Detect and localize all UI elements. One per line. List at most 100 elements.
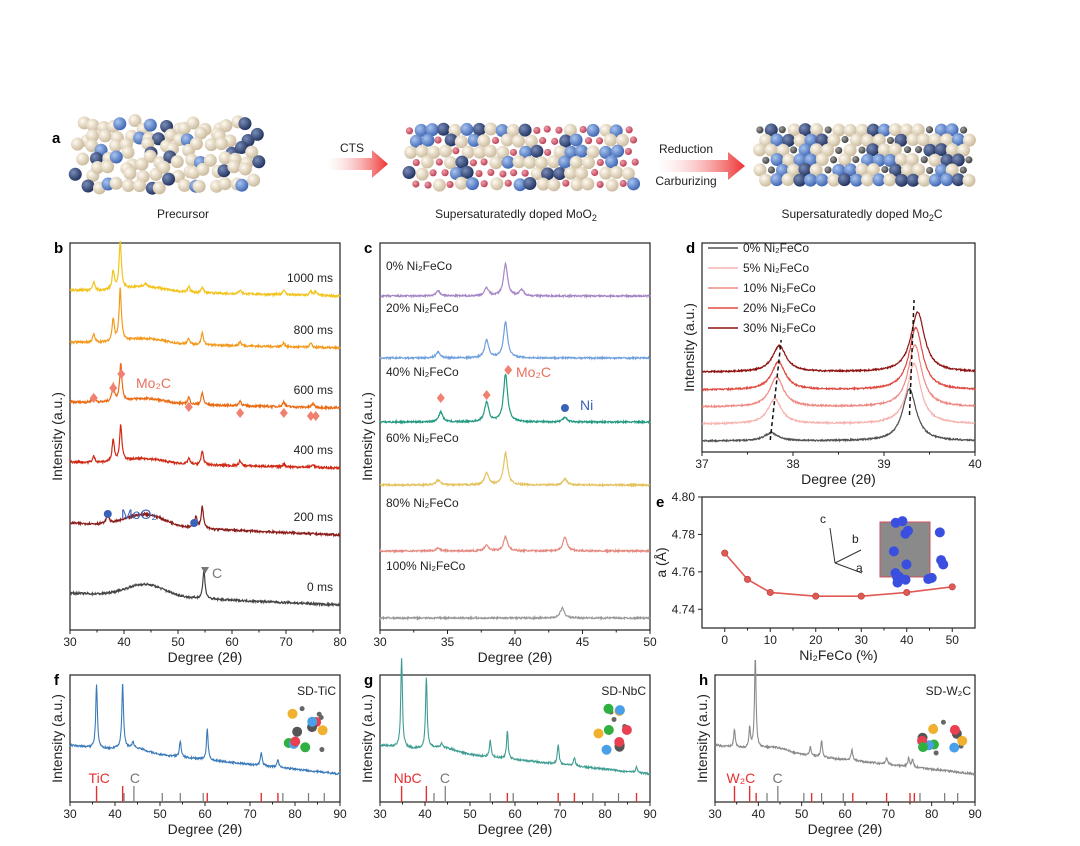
crystal-atom-icon <box>317 725 328 736</box>
atom-sphere <box>793 153 807 167</box>
x-tick-label: 70 <box>553 807 567 821</box>
diamond-marker-icon <box>109 383 118 393</box>
y-axis-label: a (Å) <box>653 547 669 577</box>
crystal-atom-icon <box>601 744 612 755</box>
atom-sphere <box>123 166 137 180</box>
atom-sphere <box>135 157 149 171</box>
panel-label-h: h <box>699 672 708 689</box>
crystal-atom-icon <box>290 736 301 747</box>
atom-sphere <box>432 178 446 192</box>
atom-sphere <box>427 145 441 159</box>
x-axis-label: Degree (2θ) <box>478 649 553 665</box>
x-tick-label: 40 <box>418 807 432 821</box>
atom-sphere <box>483 144 497 158</box>
atom-sphere <box>861 173 875 187</box>
atom-sphere <box>945 163 959 177</box>
atom-sphere <box>945 123 959 137</box>
atom-sphere <box>487 168 495 176</box>
atom-sphere <box>196 162 210 176</box>
moo2-illustration <box>402 122 641 192</box>
atom-sphere <box>793 173 807 187</box>
atom-sphere <box>603 133 617 147</box>
atom-sphere <box>480 158 488 166</box>
atom-sphere <box>412 158 420 167</box>
legend-entry: 30% Ni₂FeCo <box>743 321 816 335</box>
x-tick-label: 80 <box>333 635 347 649</box>
atom-sphere <box>959 166 967 174</box>
crystal-atom-icon <box>603 725 614 736</box>
atom-sphere <box>605 178 619 192</box>
atom-sphere <box>595 137 604 145</box>
trace-1 <box>379 320 651 361</box>
x-tick-label: 90 <box>333 807 347 821</box>
atom-sphere <box>109 139 123 153</box>
atom-sphere <box>518 123 532 137</box>
atom-sphere <box>218 177 232 191</box>
atom-sphere <box>579 125 587 134</box>
reference-label-primary: NbC <box>394 770 422 786</box>
c-axis-arrow-icon <box>829 527 836 564</box>
atom-sphere <box>555 126 563 134</box>
atom-sphere <box>523 155 537 169</box>
diamond-marker-icon <box>89 393 98 403</box>
data-point <box>903 588 911 596</box>
atom-sphere <box>770 173 784 187</box>
atom-sphere <box>543 125 551 133</box>
atom-sphere <box>504 179 512 187</box>
moo2-caption-text: Supersaturatedly doped MoO <box>435 207 592 221</box>
atom-sphere <box>917 133 931 147</box>
atom-sphere <box>829 156 838 164</box>
atom-sphere <box>217 164 231 178</box>
atom-sphere <box>940 173 954 187</box>
atom-sphere <box>940 133 954 147</box>
atom-sphere <box>547 178 561 192</box>
data-point <box>812 592 820 600</box>
sample-title: SD-NbC <box>601 684 646 698</box>
atom-sphere <box>513 178 527 192</box>
atom-sphere <box>827 173 841 187</box>
atom-sphere <box>940 153 954 167</box>
x-tick-label: 40 <box>117 635 131 649</box>
atom-sphere <box>444 133 458 147</box>
atom-sphere <box>798 163 812 177</box>
peak-shift-guide <box>908 299 915 416</box>
atom-sphere <box>553 145 567 159</box>
y-axis-label: Intensity (a.u.) <box>359 392 375 481</box>
trace-label: 600 ms <box>294 383 333 397</box>
atom-sphere <box>619 159 627 167</box>
atom-sphere <box>610 165 624 179</box>
atom-sphere <box>113 117 127 131</box>
atom-sphere <box>559 134 573 148</box>
atom-sphere <box>98 129 112 143</box>
atom-sphere <box>569 133 583 147</box>
reference-label-c: C <box>130 770 140 786</box>
atom-sphere <box>91 160 105 174</box>
trace-h <box>714 660 976 777</box>
atom-sphere <box>877 143 891 157</box>
crystal-atom-icon <box>299 706 305 712</box>
data-point <box>948 583 956 591</box>
atom-sphere <box>889 163 903 177</box>
atom-sphere <box>838 153 852 167</box>
atom-sphere <box>605 155 619 169</box>
atom-sphere <box>586 145 600 159</box>
trace-label: 0 ms <box>307 580 333 594</box>
x-tick-label: 40 <box>508 635 522 649</box>
x-tick-label: 40 <box>900 633 914 647</box>
atom-sphere <box>596 158 604 167</box>
atom-sphere <box>452 147 460 155</box>
atom-sphere <box>133 179 147 193</box>
atom-sphere <box>934 527 945 538</box>
cts-label: CTS <box>340 141 364 155</box>
diamond-marker-icon <box>117 369 126 379</box>
x-tick-label: 80 <box>598 807 612 821</box>
x-tick-label: 60 <box>508 807 522 821</box>
atom-sphere <box>438 144 452 158</box>
trace-label: 0% Ni₂FeCo <box>386 259 452 273</box>
atom-sphere <box>473 145 487 159</box>
crystal-atom-icon <box>614 705 625 716</box>
atom-sphere <box>888 143 902 157</box>
data-point <box>743 575 751 583</box>
moo2-caption-sub: 2 <box>592 213 597 223</box>
